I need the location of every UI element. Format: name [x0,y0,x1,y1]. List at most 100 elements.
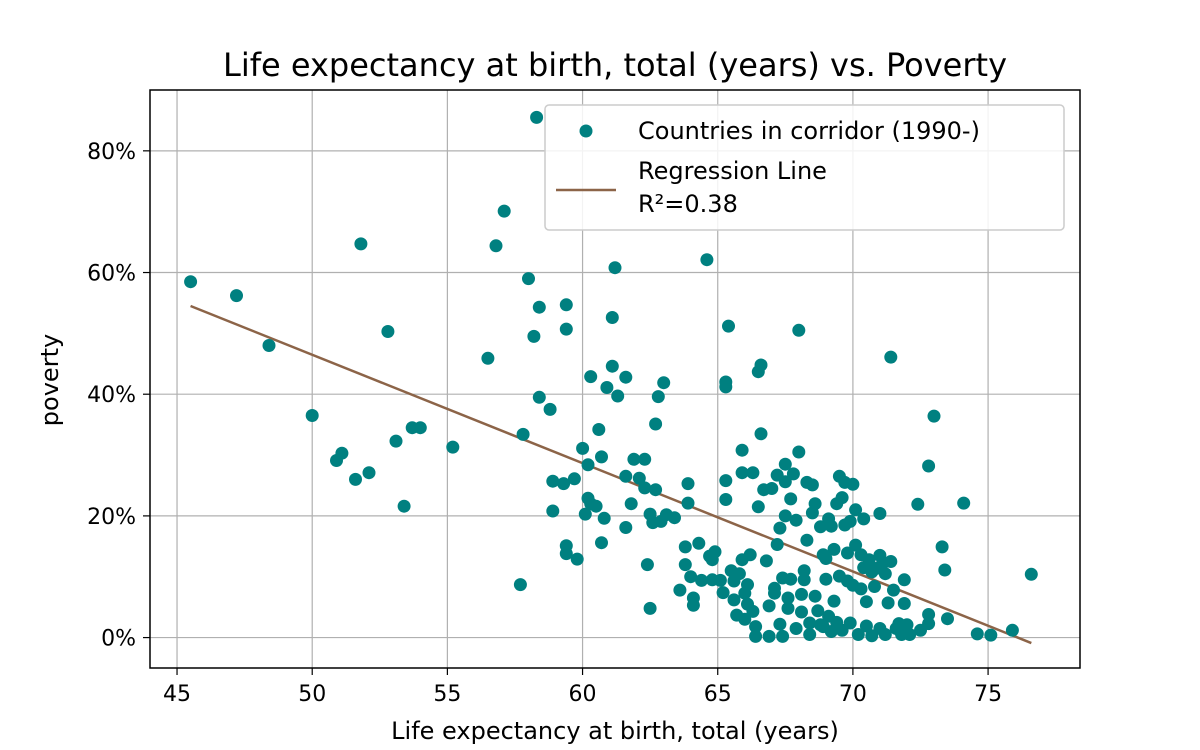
data-point [797,564,811,578]
y-tick-label: 0% [101,627,136,652]
data-point [749,629,763,643]
y-tick-label: 60% [87,262,136,287]
data-point [849,538,863,552]
data-point [627,452,641,466]
legend-marker-scatter [579,124,593,138]
data-point [681,496,695,510]
data-point [887,583,900,597]
data-point [738,612,752,626]
data-point [884,555,898,568]
data-point [776,629,790,643]
data-point [578,507,592,521]
data-point [778,457,792,471]
data-point [797,573,811,587]
data-point [651,390,665,404]
data-point [719,474,733,488]
data-point [608,261,622,275]
data-point [878,628,892,641]
data-point [722,319,735,333]
data-point [649,483,663,497]
x-axis-ticks: 45 50 55 60 65 70 75 [163,668,1002,707]
data-point [746,604,760,618]
data-point [786,467,800,481]
data-point [751,500,765,514]
data-point [843,514,857,528]
data-point [849,503,863,517]
data-point [819,552,833,565]
data-point [759,554,773,568]
data-point [546,504,560,518]
data-point [854,582,868,596]
data-point [970,627,984,641]
data-point [808,589,822,603]
data-point [532,390,546,404]
data-point [851,628,865,641]
data-point [754,427,768,441]
scatter-points [184,110,1038,643]
data-point [827,542,841,556]
data-point [873,507,887,520]
data-point [903,628,917,641]
data-point [789,513,803,527]
chart-title: Life expectancy at birth, total (years) … [223,46,1007,84]
y-tick-label: 40% [87,383,136,408]
data-point [567,472,581,486]
data-point [878,567,892,581]
data-point [657,376,671,390]
data-point [911,497,925,511]
data-point [735,466,749,480]
data-point [695,573,708,587]
x-tick-label: 60 [569,682,597,707]
data-point [576,441,590,455]
data-point [719,493,733,506]
data-point [819,572,833,586]
data-point [897,597,911,610]
data-point [643,601,657,615]
data-point [814,520,827,534]
data-point [938,563,952,577]
data-point [397,499,411,513]
data-point [381,325,395,338]
data-point [800,533,814,547]
data-point [824,519,838,533]
data-point [184,275,198,289]
data-point [581,458,595,472]
data-point [638,452,652,466]
data-point [857,512,871,526]
data-point [765,482,779,495]
legend-label-line: Regression Line R²=0.38 [638,157,835,218]
data-point [897,573,911,587]
x-tick-label: 75 [974,682,1002,707]
data-point [686,598,700,612]
data-point [605,359,619,373]
data-point [481,351,495,365]
data-point [678,540,692,554]
data-point [868,580,881,593]
legend-label-scatter: Countries in corridor (1990-) [638,117,980,145]
data-point [741,578,754,592]
data-point [446,440,460,454]
data-point [597,511,611,525]
data-point [781,601,795,615]
data-point [803,628,817,641]
data-point [389,434,403,448]
data-point [789,622,803,635]
data-point [681,477,695,491]
data-point [792,323,806,337]
data-point [784,572,798,586]
data-point [413,421,427,435]
data-point [957,496,971,510]
data-point [749,620,763,634]
x-axis-label: Life expectancy at birth, total (years) [391,717,839,745]
y-axis-ticks: 0% 20% 40% 60% 80% [87,140,150,652]
data-point [362,466,376,480]
y-tick-label: 20% [87,505,136,530]
data-point [843,616,857,630]
data-point [595,450,608,464]
data-point [589,499,603,513]
data-point [592,423,606,436]
data-point [773,617,787,631]
data-point [354,237,368,251]
x-tick-label: 45 [163,682,191,707]
data-point [792,445,806,459]
